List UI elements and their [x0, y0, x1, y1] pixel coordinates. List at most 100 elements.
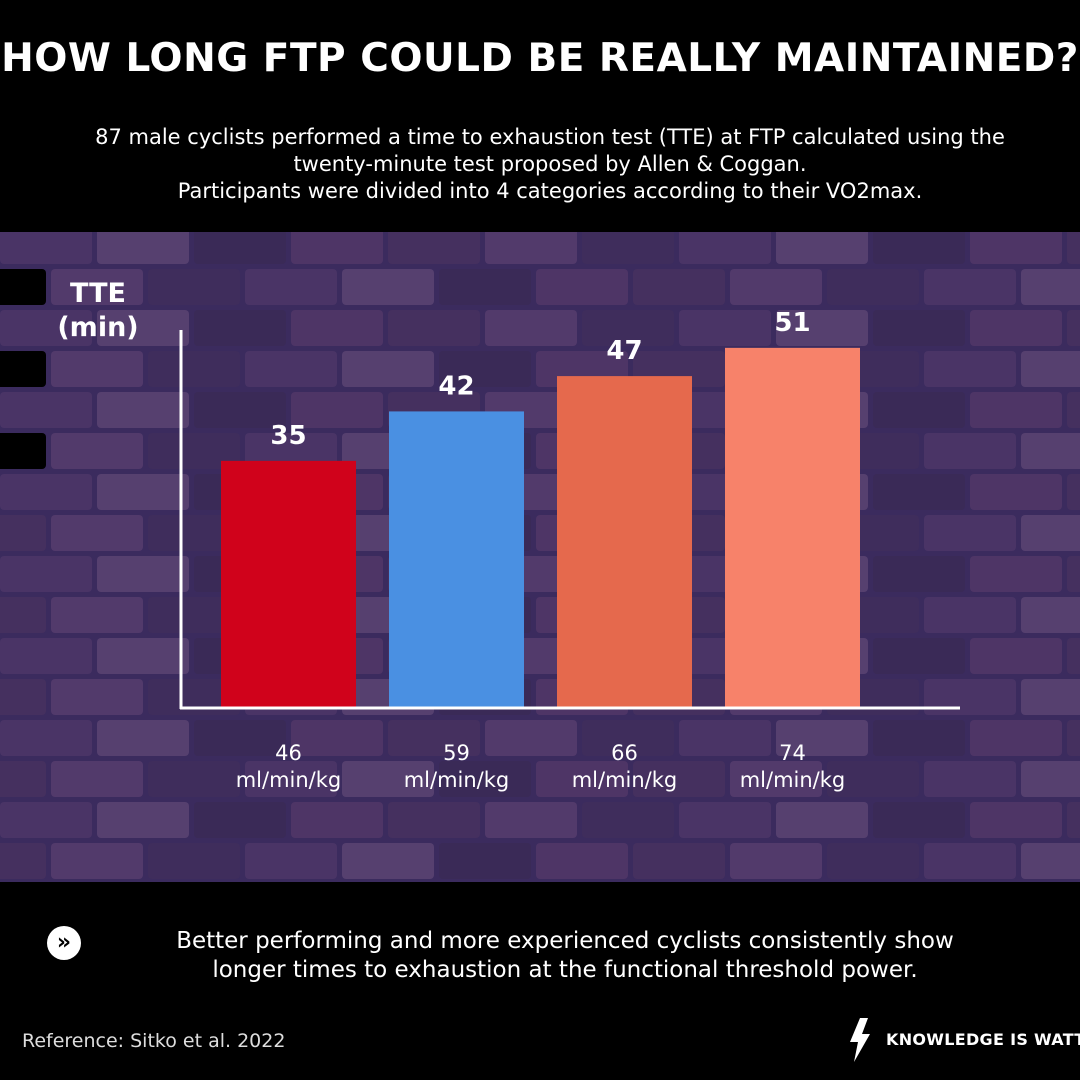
brick — [1021, 515, 1080, 551]
brick — [827, 843, 919, 879]
brick — [827, 761, 919, 797]
brick — [97, 638, 189, 674]
brick — [1067, 638, 1080, 674]
bar-66 — [557, 376, 692, 708]
brick — [0, 232, 92, 264]
brick — [582, 802, 674, 838]
brick — [51, 679, 143, 715]
data-label: 42 — [438, 371, 474, 401]
brick — [51, 761, 143, 797]
brick — [873, 802, 965, 838]
brick — [342, 843, 434, 879]
brick — [0, 761, 46, 797]
brick — [1021, 843, 1080, 879]
subtitle-line-1: 87 male cyclists performed a time to exh… — [95, 125, 1005, 149]
brick — [0, 351, 46, 387]
brick — [0, 474, 92, 510]
brick — [97, 310, 189, 346]
brick — [388, 310, 480, 346]
double-chevron-right-icon: » — [47, 926, 81, 960]
brick — [970, 392, 1062, 428]
brick — [776, 232, 868, 264]
brick — [439, 761, 531, 797]
brick — [970, 720, 1062, 756]
brick — [924, 843, 1016, 879]
brick — [873, 720, 965, 756]
brick — [245, 269, 337, 305]
brick — [633, 843, 725, 879]
brick — [194, 720, 286, 756]
brick — [776, 310, 868, 346]
brick — [924, 761, 1016, 797]
brick — [0, 515, 46, 551]
brick — [582, 720, 674, 756]
brick — [148, 679, 240, 715]
brick — [388, 802, 480, 838]
brick — [873, 232, 965, 264]
brick — [1021, 351, 1080, 387]
brick — [291, 310, 383, 346]
brick — [148, 843, 240, 879]
brick — [873, 556, 965, 592]
brick — [97, 232, 189, 264]
x-tick-label: 59 — [443, 741, 470, 765]
brick — [776, 720, 868, 756]
brick — [1067, 720, 1080, 756]
brick — [0, 843, 46, 879]
brick — [0, 269, 46, 305]
brick — [0, 802, 92, 838]
brick — [148, 351, 240, 387]
brick — [388, 232, 480, 264]
x-tick-label: 66 — [611, 741, 638, 765]
x-tick-unit: ml/min/kg — [572, 768, 678, 792]
brick — [51, 515, 143, 551]
brick — [730, 269, 822, 305]
brick — [0, 638, 92, 674]
brick — [51, 269, 143, 305]
brick — [97, 720, 189, 756]
brick — [924, 679, 1016, 715]
brick — [0, 392, 92, 428]
brick — [873, 474, 965, 510]
bar-chart: TTE (min) 35 46 ml/min/kg 42 59 ml/min/kg 47 66… — [57, 278, 960, 792]
brick — [970, 474, 1062, 510]
brick — [0, 556, 92, 592]
brick — [679, 310, 771, 346]
data-label: 51 — [774, 308, 810, 338]
conclusion-line-2: longer times to exhaustion at the functi… — [212, 957, 918, 983]
brick — [51, 597, 143, 633]
x-tick-unit: ml/min/kg — [404, 768, 510, 792]
brick — [148, 515, 240, 551]
brick — [342, 269, 434, 305]
brick — [97, 556, 189, 592]
brick — [194, 310, 286, 346]
brick — [194, 802, 286, 838]
subtitle: 87 male cyclists performed a time to exh… — [40, 124, 1060, 205]
brick — [245, 843, 337, 879]
brick — [970, 310, 1062, 346]
brick — [633, 761, 725, 797]
brick — [245, 761, 337, 797]
subtitle-line-3: Participants were divided into 4 categor… — [177, 179, 923, 203]
brand-logo-text: KNOWLEDGE IS WATT — [886, 1030, 1080, 1049]
brick — [245, 433, 337, 469]
brick — [97, 392, 189, 428]
brick — [388, 720, 480, 756]
brick — [194, 232, 286, 264]
bar-74 — [725, 347, 860, 708]
brick — [679, 232, 771, 264]
brick — [291, 720, 383, 756]
brick — [679, 802, 771, 838]
brick — [1067, 310, 1080, 346]
y-axis-label-line-2: (min) — [57, 312, 138, 343]
lightning-bolt-icon — [850, 1018, 870, 1062]
brick — [970, 556, 1062, 592]
brick — [485, 802, 577, 838]
brick — [1021, 597, 1080, 633]
brick — [148, 433, 240, 469]
brick — [485, 720, 577, 756]
brick — [924, 515, 1016, 551]
brick — [873, 392, 965, 428]
x-tick-label: 74 — [779, 741, 806, 765]
brick — [51, 843, 143, 879]
